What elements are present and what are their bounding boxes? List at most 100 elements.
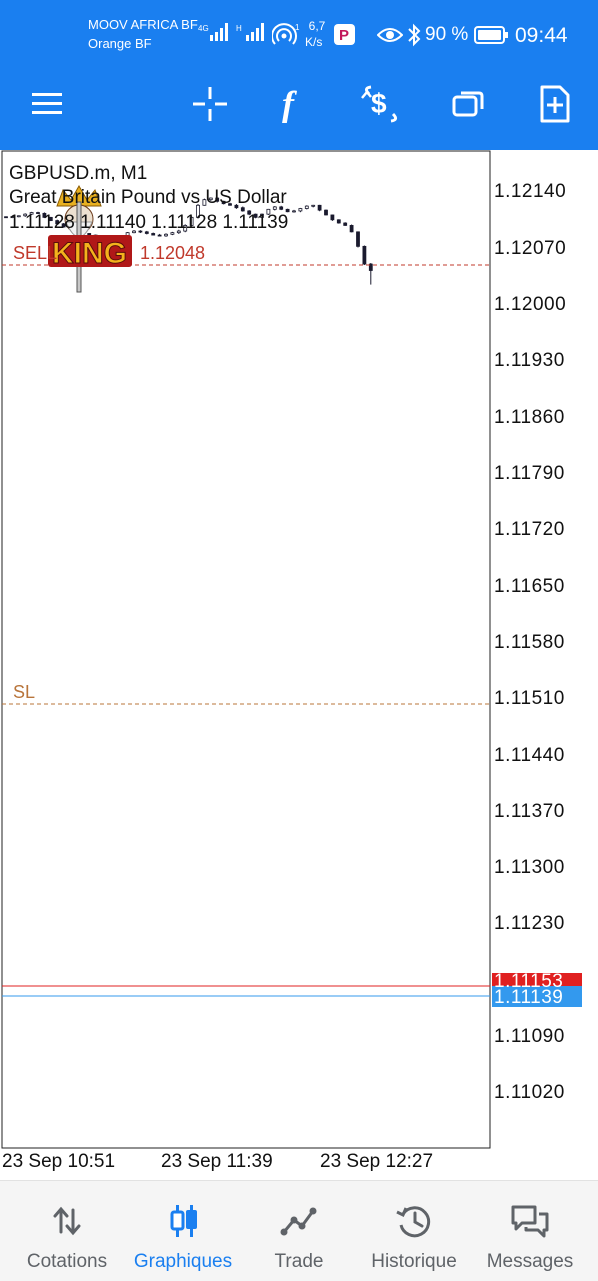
crosshair-icon (193, 87, 227, 121)
candle-body (151, 233, 156, 236)
price-tick: 1.12000 (494, 294, 567, 315)
trade-button[interactable]: $ (353, 78, 409, 130)
price-tick: 1.11580 (494, 632, 565, 653)
nav-quotes-label: Cotations (26, 1251, 108, 1272)
candle-body (170, 232, 175, 235)
candle-body (362, 245, 367, 265)
candle-body (36, 212, 40, 214)
new-order-button[interactable] (527, 78, 583, 130)
candle-body (138, 230, 143, 233)
price-tick: 1.12070 (494, 238, 567, 259)
candle-body (336, 219, 341, 224)
crosshair-button[interactable] (182, 78, 238, 130)
time-tick: 23 Sep 12:27 (320, 1151, 434, 1172)
candle-body (330, 214, 335, 221)
svg-text:f: f (282, 85, 297, 123)
price-tick: 1.12140 (494, 181, 567, 202)
price-chart[interactable]: KING (0, 150, 598, 1180)
ohlc-values: 1.11128 1.11140 1.11128 1.11139 (9, 212, 289, 233)
battery-percent: 90 % (425, 24, 469, 45)
menu-button[interactable] (19, 78, 75, 130)
price-tick: 1.11510 (494, 688, 565, 709)
sl-level-label: SL (13, 682, 36, 702)
candle-body (228, 203, 232, 206)
nav-quotes[interactable]: Cotations (12, 1181, 122, 1281)
time-tick: 23 Sep 10:51 (2, 1151, 116, 1172)
carrier-secondary: Orange BF (88, 36, 152, 51)
price-tick: 1.11370 (494, 801, 565, 822)
candle-body (221, 200, 226, 205)
candle-body (215, 197, 220, 202)
price-tick: 1.11860 (494, 407, 565, 428)
candle-body (55, 220, 60, 225)
candle-body (29, 212, 34, 215)
symbol-description: Great Britain Pound vs US Dollar (9, 187, 287, 208)
bluetooth-icon (408, 23, 421, 47)
candle-body (298, 208, 303, 212)
candle-body (16, 215, 21, 218)
candle-body (196, 204, 200, 218)
ask-price-tag-text: 1.11139 (494, 987, 564, 1008)
candle-body (260, 213, 264, 218)
battery-icon (474, 26, 508, 44)
price-tick: 1.11020 (494, 1082, 565, 1103)
messages-icon (511, 1205, 549, 1238)
candle-body (61, 223, 66, 228)
candle-body (176, 230, 181, 234)
price-tick: 1.11720 (494, 519, 565, 540)
candle-body (279, 206, 284, 210)
candle-body (164, 233, 168, 237)
sell-level-label: SELL (13, 243, 58, 263)
windows-button[interactable] (440, 78, 496, 130)
price-tick: 1.11300 (494, 857, 565, 878)
nav-charts-label: Graphiques (133, 1251, 233, 1272)
nav-trade[interactable]: Trade (244, 1181, 354, 1281)
candle-body (23, 213, 28, 217)
hotspot-icon: 1 (272, 23, 300, 45)
nav-history-label: Historique (371, 1251, 457, 1272)
menu-icon (32, 93, 62, 114)
svg-text:H: H (236, 24, 242, 33)
price-tick: 1.11930 (494, 350, 565, 371)
candles (4, 197, 373, 285)
clock: 09:44 (515, 24, 568, 47)
quotes-arrows-icon (53, 1206, 81, 1236)
nav-trade-label: Trade (274, 1251, 324, 1272)
indicators-button[interactable]: f (265, 78, 321, 130)
candle-body (356, 231, 360, 247)
net-speed-unit: K/s (305, 35, 323, 49)
nav-history[interactable]: Historique (358, 1181, 470, 1281)
candle-body (144, 231, 149, 234)
trade-line-icon (280, 1207, 317, 1236)
candle-body (202, 199, 207, 206)
ask-price-tag (492, 986, 582, 1007)
king-watermark-logo: KING (48, 184, 132, 293)
candle-body (343, 222, 348, 226)
candle-body (253, 213, 258, 218)
status-bar: MOOV AFRICA BF Orange BF 4G H 1 6,7 K/s … (0, 0, 598, 70)
svg-text:4G: 4G (198, 24, 209, 33)
sell-level-price: 1.12048 (140, 243, 206, 263)
candle-body (42, 212, 47, 218)
candle-body (4, 216, 8, 219)
candle-body (292, 210, 296, 213)
net-speed-value: 6,7 (308, 19, 326, 33)
chart-area[interactable]: KING GBPUSD.m, M1 Great Britain Pound vs… (0, 150, 598, 1180)
trade-dollar-icon: $ (361, 85, 398, 123)
watermark-text: KING (52, 237, 127, 270)
candle-body (48, 216, 53, 221)
price-tick: 1.11440 (494, 745, 565, 766)
candle-body (317, 204, 322, 211)
indicators-f-icon: f (282, 85, 297, 123)
candle-body (324, 209, 328, 216)
chart-candles-icon (170, 1205, 197, 1237)
candle-body (368, 263, 373, 271)
bid-price-tag-text: 1.11153 (494, 971, 564, 988)
bottom-navigation: Cotations Graphiques Trade (0, 1180, 598, 1281)
candle-body (311, 204, 316, 207)
nav-charts[interactable]: Graphiques (126, 1181, 240, 1281)
eye-icon (377, 28, 403, 42)
nav-messages[interactable]: Messages (474, 1181, 586, 1281)
candle-body (234, 204, 239, 209)
history-icon (396, 1206, 431, 1238)
